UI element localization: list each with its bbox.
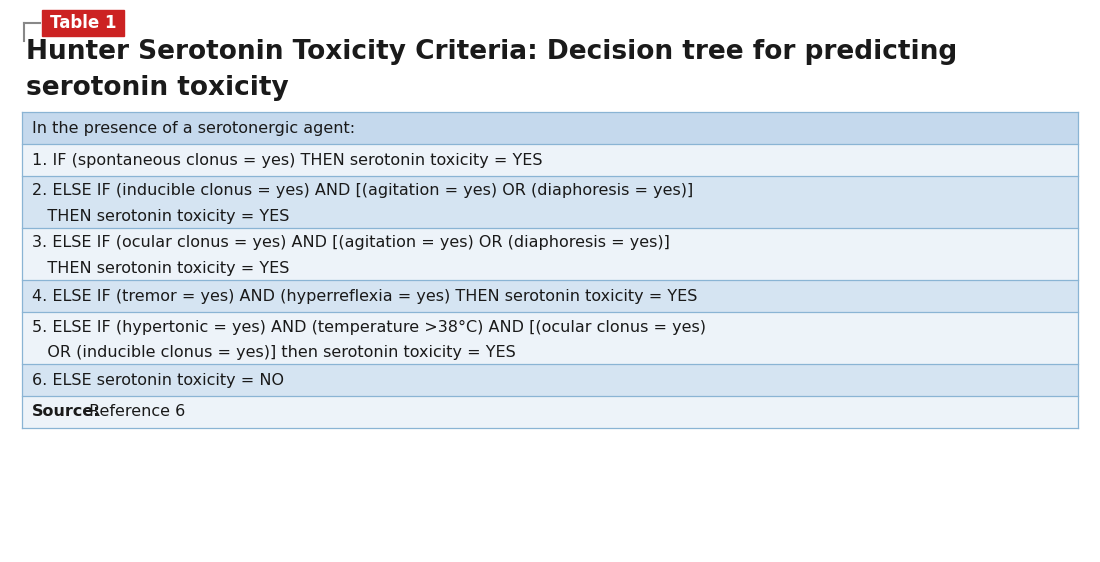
Bar: [22, 112, 1078, 144]
Text: Hunter Serotonin Toxicity Criteria: Decision tree for predicting: Hunter Serotonin Toxicity Criteria: Deci…: [26, 39, 957, 65]
Text: 3. ELSE IF (ocular clonus = yes) AND [(agitation = yes) OR (diaphoresis = yes)]: 3. ELSE IF (ocular clonus = yes) AND [(a…: [32, 235, 670, 251]
Text: 4. ELSE IF (tremor = yes) AND (hyperreflexia = yes) THEN serotonin toxicity = YE: 4. ELSE IF (tremor = yes) AND (hyperrefl…: [32, 288, 697, 303]
Text: serotonin toxicity: serotonin toxicity: [26, 75, 288, 101]
Text: THEN serotonin toxicity = YES: THEN serotonin toxicity = YES: [32, 261, 289, 277]
Text: Source:: Source:: [32, 405, 100, 419]
Text: 1. IF (spontaneous clonus = yes) THEN serotonin toxicity = YES: 1. IF (spontaneous clonus = yes) THEN se…: [32, 152, 542, 167]
Text: 5. ELSE IF (hypertonic = yes) AND (temperature >38°C) AND [(ocular clonus = yes): 5. ELSE IF (hypertonic = yes) AND (tempe…: [32, 319, 706, 334]
Bar: [22, 228, 1078, 280]
Bar: [22, 396, 1078, 428]
Bar: [22, 176, 1078, 228]
Text: Table 1: Table 1: [50, 14, 117, 32]
Bar: [22, 280, 1078, 312]
Text: 2. ELSE IF (inducible clonus = yes) AND [(agitation = yes) OR (diaphoresis = yes: 2. ELSE IF (inducible clonus = yes) AND …: [32, 184, 693, 198]
Bar: [42, 10, 124, 36]
Text: OR (inducible clonus = yes)] then serotonin toxicity = YES: OR (inducible clonus = yes)] then seroto…: [32, 346, 516, 360]
Bar: [22, 364, 1078, 396]
Bar: [22, 144, 1078, 176]
Text: Reference 6: Reference 6: [84, 405, 185, 419]
Text: THEN serotonin toxicity = YES: THEN serotonin toxicity = YES: [32, 210, 289, 224]
Bar: [22, 312, 1078, 364]
Text: 6. ELSE serotonin toxicity = NO: 6. ELSE serotonin toxicity = NO: [32, 373, 284, 388]
Text: In the presence of a serotonergic agent:: In the presence of a serotonergic agent:: [32, 120, 355, 135]
